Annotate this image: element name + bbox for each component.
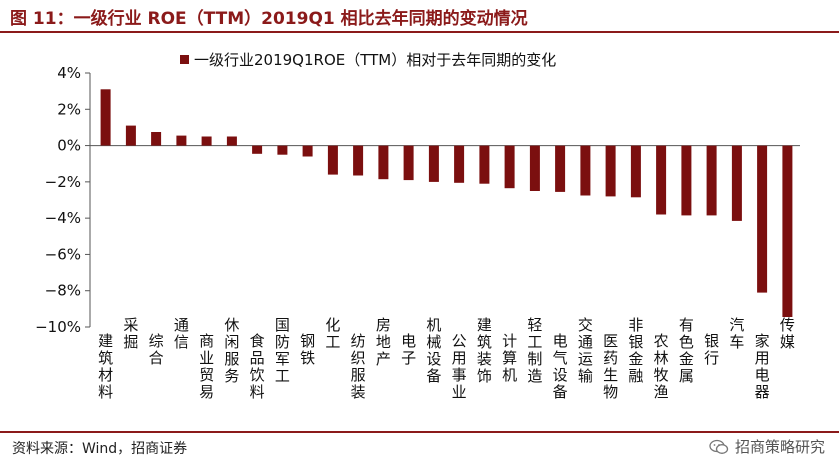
y-tick-label: −6% (45, 245, 81, 263)
x-tick-label: 家用电器 (755, 332, 770, 401)
wechat-icon (709, 439, 729, 454)
x-tick-label: 食品饮料 (250, 332, 265, 401)
x-tick-label: 休闲服务 (224, 316, 239, 385)
x-tick-label: 房地产 (376, 316, 391, 368)
x-tick-label: 电子 (401, 332, 416, 367)
y-tick-label: 4% (57, 64, 81, 82)
y-tick-label: −4% (45, 209, 81, 227)
bar (378, 145, 389, 180)
y-tick-label: 2% (57, 100, 81, 118)
x-tick-label: 银行 (704, 332, 719, 367)
x-tick-label: 计算机 (502, 332, 517, 384)
y-tick-label: −2% (45, 173, 81, 191)
x-tick-label: 交通运输 (578, 316, 593, 385)
x-tick-label: 传媒 (780, 316, 795, 351)
x-tick-label: 非银金融 (628, 316, 643, 385)
bar (504, 145, 515, 189)
brand-label: 招商策略研究 (734, 438, 825, 456)
bar (731, 145, 742, 221)
brand-watermark: 招商策略研究 (709, 436, 825, 457)
bar (151, 132, 162, 146)
x-tick-label: 公用事业 (452, 332, 467, 401)
x-tick-label: 建筑材料 (98, 332, 113, 401)
x-tick-label: 采掘 (123, 316, 138, 351)
source-note: 资料来源：Wind，招商证券 (12, 441, 188, 457)
bar (403, 145, 414, 181)
bar (555, 145, 566, 192)
title-rule (0, 31, 839, 33)
y-tick-label: −8% (45, 282, 81, 300)
bar (454, 145, 465, 183)
bar (428, 145, 439, 182)
bar (100, 89, 111, 146)
bar (681, 145, 692, 216)
bar (226, 136, 237, 146)
x-tick-label: 商业贸易 (199, 332, 214, 401)
x-tick-label: 轻工制造 (527, 316, 542, 385)
x-tick-label: 综合 (149, 332, 164, 367)
figure-title: 图 11：一级行业 ROE（TTM）2019Q1 相比去年同期的变动情况 (10, 9, 528, 29)
footer-rule (0, 431, 839, 433)
bar (605, 145, 616, 197)
legend-label: 一级行业2019Q1ROE（TTM）相对于去年同期的变化 (194, 51, 556, 69)
bar (630, 145, 641, 198)
bar (302, 145, 313, 157)
bar (327, 145, 338, 175)
x-tick-label: 钢铁 (300, 332, 315, 367)
bar (757, 145, 768, 293)
x-tick-label: 通信 (174, 316, 189, 351)
x-tick-label: 国防军工 (275, 316, 290, 385)
x-tick-label: 纺织服装 (351, 332, 366, 401)
bar (277, 145, 288, 155)
bar (176, 135, 187, 146)
bar (353, 145, 364, 176)
x-tick-label: 建筑装饰 (477, 316, 492, 385)
x-tick-label: 农林牧渔 (654, 332, 669, 401)
x-tick-label: 电气设备 (553, 332, 568, 401)
bar (656, 145, 667, 215)
x-tick-label: 化工 (325, 316, 340, 351)
legend-swatch (180, 55, 189, 64)
bar (782, 145, 793, 317)
x-tick-label: 有色金属 (679, 316, 694, 385)
bar (252, 145, 263, 154)
y-tick-label: 0% (57, 137, 81, 155)
bar (479, 145, 490, 184)
x-tick-label: 机械设备 (426, 316, 441, 385)
x-tick-label: 汽车 (729, 316, 744, 351)
bar (201, 136, 212, 146)
legend: 一级行业2019Q1ROE（TTM）相对于去年同期的变化 (180, 51, 556, 69)
bars (100, 89, 793, 317)
bar (529, 145, 540, 191)
bar (125, 125, 136, 146)
y-tick-label: −10% (35, 318, 81, 336)
bar (706, 145, 717, 216)
bar (580, 145, 591, 196)
x-tick-label: 医药生物 (603, 332, 618, 401)
